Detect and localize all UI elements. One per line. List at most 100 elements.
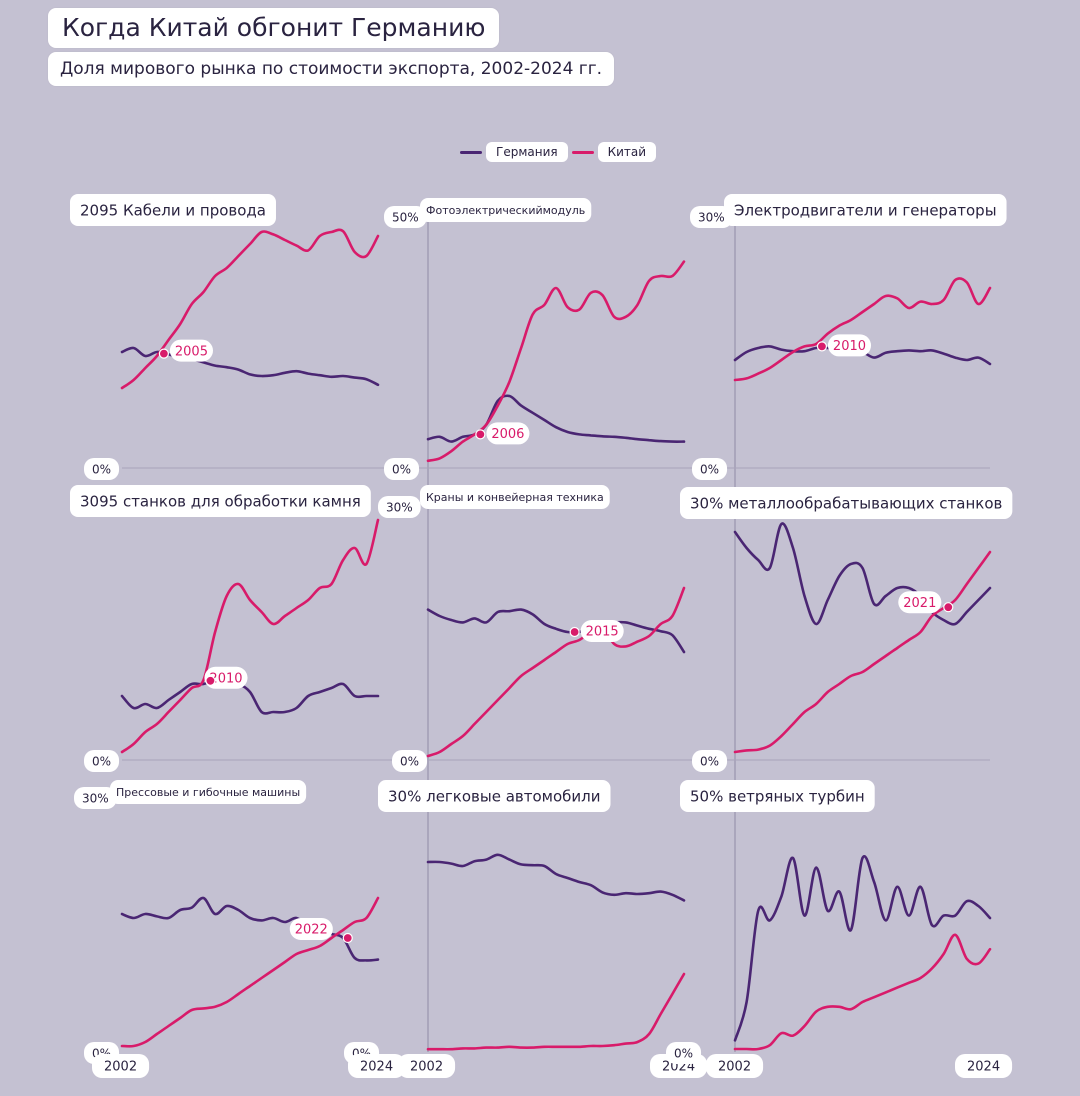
svg-text:2006: 2006 <box>491 427 524 442</box>
series-line-china-3 <box>733 277 992 382</box>
x-tick-end-9: 2024 <box>955 1054 1013 1078</box>
svg-text:2002: 2002 <box>104 1060 137 1075</box>
crossover-label-7: 2022 <box>289 918 333 940</box>
x-tick-start-left: 2002 <box>92 1054 150 1078</box>
chart-panel-9: 50% ветряных турбин 0% 2002 2024 <box>666 780 1013 1078</box>
series-line-china-9 <box>733 933 992 1051</box>
svg-text:0%: 0% <box>700 754 719 768</box>
svg-text:2010: 2010 <box>209 671 242 686</box>
series-line-china-8 <box>426 972 686 1051</box>
crossover-label-5: 2015 <box>580 620 624 642</box>
y-tick-30pct-3: 30% <box>690 206 733 228</box>
svg-text:2022: 2022 <box>295 923 328 938</box>
svg-text:0%: 0% <box>392 462 411 476</box>
y-tick-0pct-4: 0% <box>84 750 120 772</box>
chart-panel-1: 2005 2095 Кабели и провода 0% <box>70 194 380 480</box>
x-tick-start-9: 2002 <box>706 1054 764 1078</box>
crossover-point-6 <box>943 602 954 613</box>
chart-panel-8: 30% легковые автомобили 0% 2002 2024 <box>344 780 708 1078</box>
svg-text:0%: 0% <box>700 462 719 476</box>
crossover-label-4: 2010 <box>204 666 248 689</box>
panel-title-5: Краны и конвейерная техника <box>420 485 610 509</box>
svg-text:30% металлообрабатывающих стан: 30% металлообрабатывающих станков <box>690 494 1002 512</box>
y-tick-0pct-6: 0% <box>692 750 728 772</box>
series-line-germany-7 <box>120 896 380 962</box>
svg-text:2021: 2021 <box>903 596 936 611</box>
svg-text:30% легковые автомобили: 30% легковые автомобили <box>388 787 601 805</box>
panel-title-7: Прессовые и гибочные машины <box>110 780 307 804</box>
y-tick-0pct-5: 0% <box>392 750 428 772</box>
chart-legend: Германия Китай <box>460 138 660 166</box>
svg-text:3095 станков для обработки кам: 3095 станков для обработки камня <box>80 492 361 510</box>
series-line-china-5 <box>426 586 686 758</box>
x-axis-ticks-left: 2002 2024 <box>92 1054 406 1078</box>
svg-text:Электродвигатели и генераторы: Электродвигатели и генераторы <box>734 201 997 219</box>
y-tick-0pct-3: 0% <box>692 458 728 480</box>
crossover-label-1: 2005 <box>169 339 213 362</box>
series-line-china-4 <box>120 518 380 754</box>
legend-label-china: Китай <box>597 142 657 162</box>
svg-text:2015: 2015 <box>586 625 619 640</box>
svg-text:2095 Кабели и провода: 2095 Кабели и провода <box>80 201 266 219</box>
svg-text:2010: 2010 <box>833 339 866 354</box>
panel-title-8: 30% легковые автомобили <box>378 780 611 812</box>
svg-text:2002: 2002 <box>718 1060 751 1075</box>
svg-text:0%: 0% <box>400 754 419 768</box>
svg-text:30%: 30% <box>82 791 109 805</box>
x-tick-end-left: 2024 <box>348 1054 406 1078</box>
svg-text:2024: 2024 <box>967 1060 1000 1075</box>
legend-label-germany: Германия <box>486 142 568 162</box>
legend-item-germany: Германия <box>460 142 568 162</box>
series-line-germany-5 <box>426 608 686 654</box>
series-line-china-1 <box>120 228 380 390</box>
series-line-germany-9 <box>733 855 992 1042</box>
chart-panel-2: 2006 Фотоэлектрическиймодуль 50% 0% <box>384 198 686 480</box>
crossover-label-6: 2021 <box>898 591 942 614</box>
chart-panel-6: 2021 30% металлообрабатывающих станков 0% <box>680 487 1013 772</box>
x-tick-start-8: 2002 <box>398 1054 456 1078</box>
svg-text:Фотоэлектрическиймодуль: Фотоэлектрическиймодуль <box>426 204 585 217</box>
panel-title-1: 2095 Кабели и провода <box>70 194 276 226</box>
y-tick-30pct-4: 30% <box>378 496 421 518</box>
series-line-china-2 <box>426 260 686 463</box>
y-tick-0pct-9: 0% <box>666 1042 702 1064</box>
svg-text:0%: 0% <box>92 754 111 768</box>
svg-text:Краны и конвейерная техника: Краны и конвейерная техника <box>426 491 604 504</box>
chart-panel-5: 2015 Краны и конвейерная техника 0% <box>392 485 686 772</box>
legend-swatch-china <box>571 150 594 154</box>
svg-text:2024: 2024 <box>360 1060 393 1075</box>
series-line-china-6 <box>733 550 992 754</box>
panel-title-3: Электродвигатели и генераторы <box>724 194 1007 226</box>
y-tick-0pct-1: 0% <box>84 458 120 480</box>
series-line-germany-6 <box>733 522 992 626</box>
crossover-point-5 <box>569 626 580 638</box>
page-subtitle: Доля мирового рынка по стоимости экспорт… <box>48 52 615 86</box>
page-title: Когда Китай обгонит Германию <box>48 8 500 48</box>
panel-title-2: Фотоэлектрическиймодуль <box>420 198 592 222</box>
svg-text:0%: 0% <box>92 462 111 476</box>
series-line-germany-4 <box>120 678 380 715</box>
series-line-china-7 <box>120 896 380 1048</box>
panel-title-6: 30% металлообрабатывающих станков <box>680 487 1013 519</box>
svg-text:2002: 2002 <box>410 1060 443 1075</box>
svg-text:Прессовые и гибочные машины: Прессовые и гибочные машины <box>116 786 300 799</box>
chart-panel-4: 2010 3095 станков для обработки камня 30% 0… <box>70 485 421 772</box>
series-line-germany-8 <box>426 853 686 902</box>
svg-text:50% ветряных турбин: 50% ветряных турбин <box>690 787 865 805</box>
y-tick-30pct-7: 30% <box>74 787 117 809</box>
legend-item-china: Китай <box>571 142 657 162</box>
crossover-point-4 <box>205 675 216 686</box>
crossover-label-3: 2010 <box>827 334 872 357</box>
svg-text:30%: 30% <box>386 500 413 514</box>
grid-lines <box>122 215 990 1052</box>
svg-text:0%: 0% <box>674 1046 693 1060</box>
svg-text:2005: 2005 <box>175 344 208 359</box>
y-tick-50pct-2: 50% <box>384 206 427 228</box>
panel-title-9: 50% ветряных турбин <box>680 780 875 812</box>
crossover-point-2 <box>475 429 486 440</box>
svg-text:30%: 30% <box>698 210 725 224</box>
crossover-point-3 <box>816 341 828 352</box>
legend-swatch-germany <box>460 150 482 154</box>
